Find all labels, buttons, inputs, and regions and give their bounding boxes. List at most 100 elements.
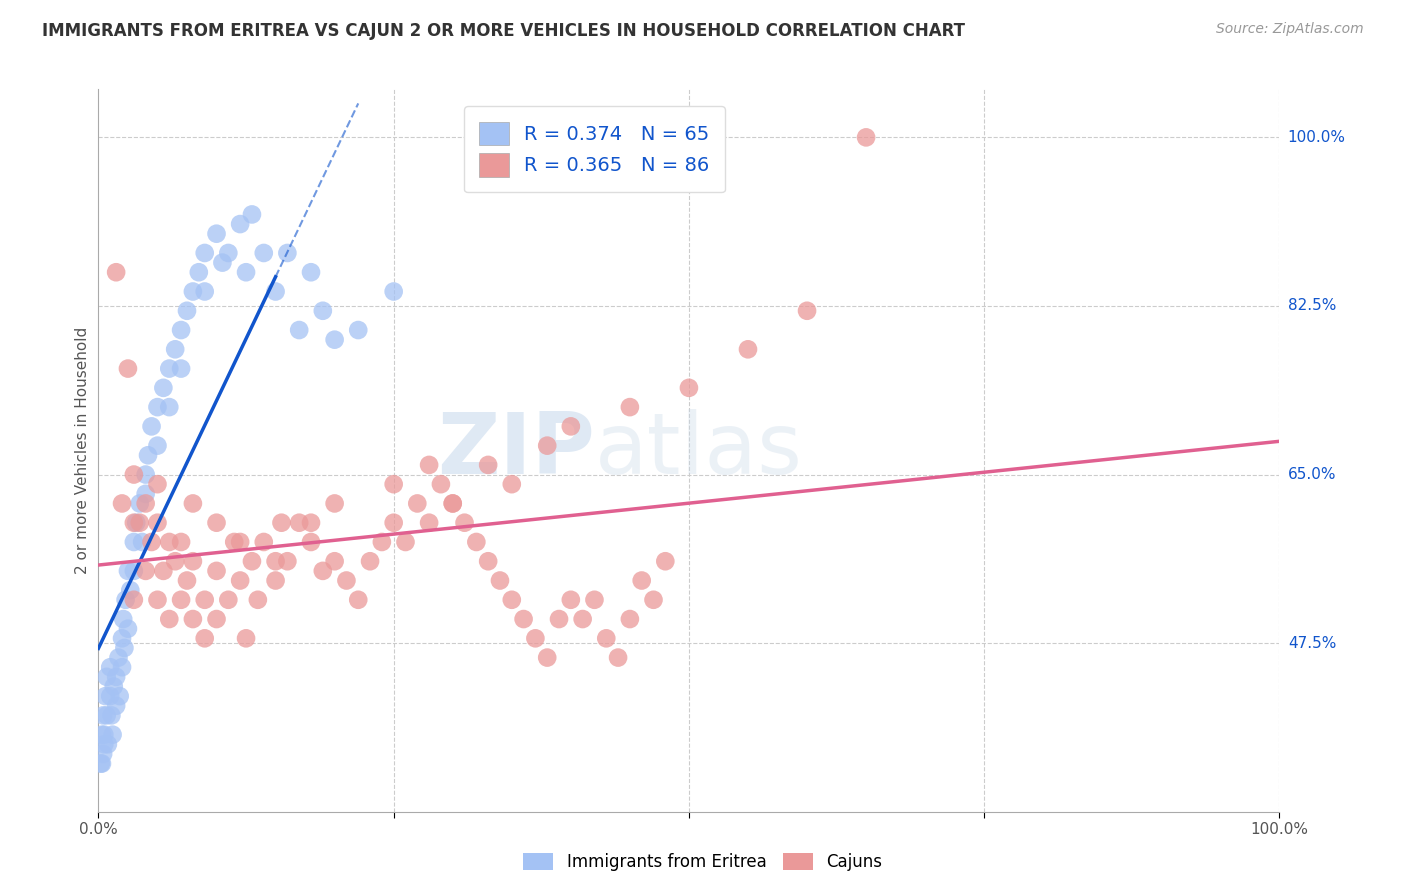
Point [96, 670, 118, 684]
Point [430, 477, 453, 491]
Point [512, 612, 534, 626]
Point [235, 265, 257, 279]
Point [181, 496, 204, 510]
Text: 82.5%: 82.5% [1288, 299, 1336, 313]
Point [122, 516, 145, 530]
Point [146, 592, 169, 607]
Point [122, 467, 145, 482]
Point [176, 303, 198, 318]
Point [382, 285, 405, 299]
Point [654, 554, 676, 568]
Point [146, 516, 169, 530]
Point [114, 592, 136, 607]
Point [406, 496, 429, 510]
Point [165, 343, 187, 357]
Point [737, 343, 759, 357]
Point [135, 487, 157, 501]
Point [217, 592, 239, 607]
Point [131, 535, 153, 549]
Point [276, 554, 298, 568]
Point [194, 592, 217, 607]
Point [323, 554, 346, 568]
Point [141, 535, 163, 549]
Point [619, 612, 641, 626]
Point [240, 207, 263, 221]
Point [157, 612, 180, 626]
Point [323, 333, 346, 347]
Point [501, 477, 523, 491]
Point [91, 747, 114, 761]
Point [105, 265, 128, 279]
Point [394, 535, 416, 549]
Y-axis label: 2 or more Vehicles in Household: 2 or more Vehicles in Household [75, 326, 90, 574]
Point [560, 419, 582, 434]
Point [229, 217, 252, 231]
Point [465, 535, 488, 549]
Point [91, 728, 114, 742]
Point [205, 612, 228, 626]
Point [299, 516, 322, 530]
Point [90, 756, 112, 771]
Point [108, 689, 131, 703]
Point [94, 689, 117, 703]
Point [157, 535, 180, 549]
Point [560, 592, 582, 607]
Text: 47.5%: 47.5% [1288, 636, 1336, 650]
Point [93, 728, 115, 742]
Point [105, 670, 128, 684]
Point [477, 554, 499, 568]
Point [135, 496, 157, 510]
Point [111, 496, 134, 510]
Point [571, 612, 593, 626]
Point [176, 574, 198, 588]
Point [125, 516, 148, 530]
Point [211, 255, 233, 269]
Point [112, 640, 135, 655]
Point [128, 516, 150, 530]
Point [246, 592, 269, 607]
Point [229, 535, 252, 549]
Point [100, 708, 122, 723]
Point [524, 632, 547, 646]
Point [170, 323, 193, 337]
Point [187, 265, 209, 279]
Point [630, 574, 652, 588]
Point [117, 361, 139, 376]
Text: IMMIGRANTS FROM ERITREA VS CAJUN 2 OR MORE VEHICLES IN HOUSEHOLD CORRELATION CHA: IMMIGRANTS FROM ERITREA VS CAJUN 2 OR MO… [42, 22, 965, 40]
Point [312, 303, 335, 318]
Point [122, 592, 145, 607]
Point [288, 516, 311, 530]
Point [441, 496, 464, 510]
Point [276, 246, 298, 260]
Point [96, 708, 118, 723]
Point [477, 458, 499, 472]
Point [107, 650, 129, 665]
Point [146, 400, 169, 414]
Point [112, 612, 135, 626]
Point [359, 554, 381, 568]
Point [418, 516, 440, 530]
Point [122, 535, 145, 549]
Point [224, 535, 246, 549]
Point [323, 496, 346, 510]
Point [382, 516, 405, 530]
Point [607, 650, 630, 665]
Point [796, 303, 818, 318]
Point [299, 535, 322, 549]
Point [595, 632, 617, 646]
Point [382, 477, 405, 491]
Point [501, 592, 523, 607]
Point [122, 564, 145, 578]
Point [181, 612, 204, 626]
Point [111, 632, 134, 646]
Point [205, 516, 228, 530]
Point [98, 660, 121, 674]
Point [97, 737, 120, 751]
Legend: R = 0.374   N = 65, R = 0.365   N = 86: R = 0.374 N = 65, R = 0.365 N = 86 [464, 106, 725, 193]
Point [371, 535, 394, 549]
Point [253, 535, 276, 549]
Point [157, 361, 180, 376]
Point [170, 535, 193, 549]
Text: ZIP: ZIP [437, 409, 595, 492]
Point [205, 227, 228, 241]
